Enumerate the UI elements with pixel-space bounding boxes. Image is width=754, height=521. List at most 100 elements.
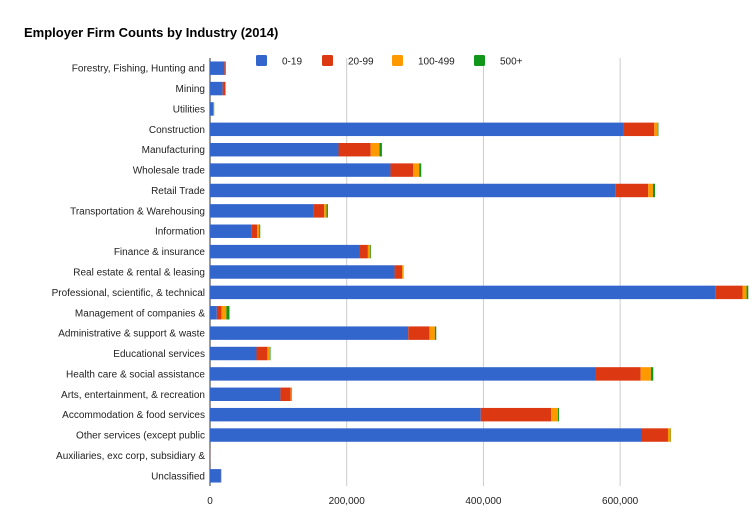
bar-segment [210,244,360,259]
bar-segment [210,326,409,340]
legend-swatch [322,55,333,66]
category-label: Management of companies & [75,308,205,319]
bar-segment [650,367,654,381]
bar-segment [715,285,743,300]
bar-segment [359,244,368,259]
x-axis-ticks: 0 200,000 400,000 600,000 [207,496,638,507]
bar-segment [259,224,261,238]
bar-segment [615,183,649,198]
category-label: Unclassified [151,471,205,482]
category-label: Other services (except public [76,431,205,442]
bar-segment [370,244,371,259]
category-label: Forestry, Fishing, Hunting and [72,64,205,75]
bar-segment [210,407,481,422]
bar-segment [257,224,260,238]
legend-swatch [256,55,267,66]
bar-segment [652,183,655,198]
category-label: Professional, scientific, & technical [52,288,205,299]
category-label: Arts, entertainment, & recreation [61,390,205,401]
bar-segment [480,407,552,422]
bar-segment [640,367,651,381]
bar-segment [394,265,403,279]
category-label: Health care & social assistance [66,369,205,380]
bar-segment [746,285,749,300]
bar-segment [224,61,226,75]
bar-segment [210,102,214,116]
legend-swatch [392,55,403,66]
bar-segment [408,326,430,340]
bar-segment [225,81,226,96]
bar-segment [210,142,339,157]
category-label: Utilities [173,104,205,115]
bar-segment [434,326,437,340]
chart-title: Employer Firm Counts by Industry (2014) [24,25,278,40]
category-labels: Forestry, Fishing, Hunting and Mining Util… [52,64,206,483]
bar-segment [623,122,655,137]
legend-label: 100-499 [418,57,455,68]
bar-segment [210,61,225,75]
bar-segment [210,285,716,300]
bar-segment [402,265,404,279]
bar-segment [654,122,658,137]
bar-segment [210,346,257,361]
x-tick-label: 200,000 [329,496,366,507]
bar-segment [742,285,747,300]
bar-segment [419,163,422,177]
category-label: Transportation & Warehousing [70,206,205,217]
bar-segment [210,183,616,198]
category-label: Real estate & rental & leasing [73,268,205,279]
bar-segment [210,204,314,218]
bar-segment [313,204,325,218]
bar-segment [251,224,258,238]
bar-segment [429,326,435,340]
bar-segment [642,428,668,442]
bar-segment [222,81,226,96]
bar-segment [210,387,281,402]
category-label: Finance & insurance [114,247,206,258]
bar-segment [210,163,391,177]
bar-segment [367,244,371,259]
category-label: Educational services [113,349,205,360]
bar-segment [269,346,271,361]
bar-segment [256,346,268,361]
bar-segment [324,204,327,218]
bar-segment [390,163,414,177]
bar-segment [370,142,380,157]
bar-segment [221,306,227,320]
bar-segment [210,428,642,442]
bar-segment [210,81,223,96]
legend-label: 500+ [500,57,523,68]
bar-segment [667,428,671,442]
category-label: Information [155,227,205,238]
category-label: Auxiliaries, exc corp, subsidiary & [56,451,205,462]
bar-segment [557,407,559,422]
bar-segment [595,367,641,381]
x-tick-label: 600,000 [602,496,639,507]
bar-segment [210,367,596,381]
bar-segment [267,346,270,361]
legend-label: 0-19 [282,57,302,68]
bars [210,61,749,483]
bar-segment [216,306,222,320]
bar-segment [210,469,221,483]
category-label: Administrative & support & waste [58,329,205,340]
category-label: Wholesale trade [133,166,206,177]
bar-segment [648,183,653,198]
legend[interactable]: 0-19 20-99 100-499 500+ [256,55,523,68]
x-tick-label: 0 [207,496,213,507]
bar-segment [213,102,214,116]
legend-swatch [474,55,485,66]
bar-segment [210,224,252,238]
x-tick-label: 400,000 [465,496,502,507]
category-label: Retail Trade [151,186,205,197]
category-label: Accommodation & food services [62,410,205,421]
bar-segment [210,306,217,320]
bar-segment [210,122,624,137]
category-label: Manufacturing [142,145,205,156]
bar-segment [338,142,371,157]
bar-segment [379,142,382,157]
bar-segment [280,387,291,402]
bar-segment [657,122,659,137]
